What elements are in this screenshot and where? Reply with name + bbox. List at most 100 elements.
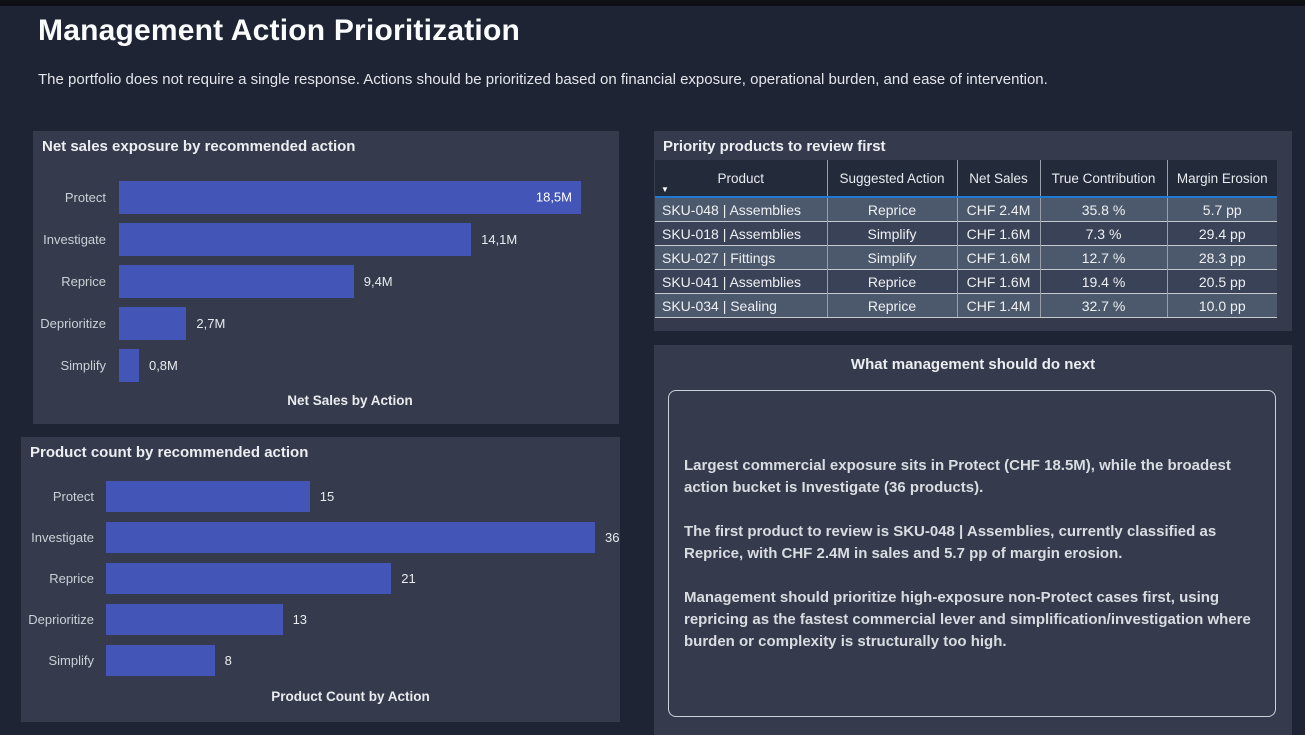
x-axis-title: Net Sales by Action [287, 393, 413, 408]
card-title: What management should do next [850, 356, 1096, 373]
value-label: 15 [319, 489, 335, 504]
category-label: Deprioritize [28, 612, 94, 627]
bar-track: 36 [106, 522, 619, 553]
bar-chart-plot: Protect 18,5M Investigate 14,1M Reprice … [33, 176, 619, 386]
bar-track: 0,8M [119, 348, 581, 382]
column-header-label: Margin Erosion [1176, 170, 1268, 186]
column-header-product[interactable]: Product ▼ [655, 160, 827, 198]
recommendation-card-panel: What management should do next Largest c… [654, 345, 1292, 735]
cell-net-sales: CHF 1.4M [956, 293, 1040, 318]
category-label: Reprice [49, 571, 94, 586]
card-paragraph: The first product to review is SKU-048 |… [684, 522, 1217, 562]
column-header-suggested-action[interactable]: Suggested Action [826, 160, 957, 198]
value-label: 8 [224, 653, 232, 668]
value-label: 14,1M [481, 231, 518, 247]
value-label: 21 [401, 571, 416, 586]
priority-table-panel: Priority products to review first Produc… [654, 131, 1292, 331]
chart-title: Net sales exposure by recommended action [42, 138, 356, 155]
category-label: Simplify [48, 653, 94, 668]
bar-row: Protect 18,5M [33, 176, 619, 218]
bar-row: Investigate 14,1M [33, 218, 619, 260]
bar-track: 21 [106, 563, 595, 594]
bar-track: 2,7M [119, 306, 581, 340]
table-row[interactable]: SKU-048 | Assemblies Reprice CHF 2.4M 35… [655, 196, 1277, 222]
bar-row: Simplify 0,8M [33, 344, 619, 386]
bar-reprice[interactable] [106, 563, 392, 594]
bar-track: 14,1M [119, 222, 581, 256]
priority-table: Product ▼ Suggested Action Net Sales Tru… [655, 160, 1277, 318]
column-header-label: Product [717, 170, 765, 186]
column-header-label: True Contribution [1051, 170, 1156, 186]
category-label: Deprioritize [40, 315, 106, 331]
bar-row: Reprice 21 [21, 558, 620, 599]
cell-net-sales: CHF 1.6M [956, 245, 1040, 270]
column-header-net-sales[interactable]: Net Sales [956, 160, 1040, 198]
column-header-margin-erosion[interactable]: Margin Erosion [1166, 160, 1277, 198]
x-axis-title: Product Count by Action [271, 689, 430, 704]
table-row[interactable]: SKU-018 | Assemblies Simplify CHF 1.6M 7… [655, 221, 1277, 246]
category-label: Investigate [43, 231, 106, 247]
value-label: 9,4M [363, 273, 393, 289]
value-label: 13 [292, 612, 308, 627]
cell-product: SKU-048 | Assemblies [655, 196, 827, 222]
category-label: Simplify [60, 357, 106, 373]
bar-deprioritize[interactable] [119, 306, 187, 340]
bar-chart-plot: Protect 15 Investigate 36 Reprice 21 Dep… [21, 476, 620, 681]
bar-row: Protect 15 [21, 476, 620, 517]
cell-margin-erosion: 5.7 pp [1166, 196, 1277, 222]
bar-track: 9,4M [119, 264, 581, 298]
cell-true-contribution: 7.3 % [1039, 221, 1167, 246]
bar-row: Investigate 36 [21, 517, 620, 558]
bar-simplify[interactable] [106, 645, 215, 676]
cell-margin-erosion: 28.3 pp [1166, 245, 1277, 270]
cell-action: Reprice [826, 196, 957, 222]
bar-protect[interactable] [106, 481, 310, 512]
bar-track: 18,5M [119, 180, 581, 214]
page-subtitle: The portfolio does not require a single … [38, 71, 1048, 88]
column-header-label: Suggested Action [839, 170, 945, 186]
cell-margin-erosion: 10.0 pp [1166, 293, 1277, 318]
cell-action: Reprice [826, 269, 957, 294]
category-label: Protect [64, 189, 106, 205]
cell-true-contribution: 12.7 % [1039, 245, 1167, 270]
chart-title: Product count by recommended action [30, 444, 309, 461]
cell-margin-erosion: 20.5 pp [1166, 269, 1277, 294]
bar-row: Deprioritize 13 [21, 599, 620, 640]
cell-product: SKU-027 | Fittings [655, 245, 827, 270]
cell-net-sales: CHF 1.6M [956, 221, 1040, 246]
cell-action: Reprice [826, 293, 957, 318]
cell-margin-erosion: 29.4 pp [1166, 221, 1277, 246]
window-chrome-bar [0, 0, 1305, 6]
cell-true-contribution: 32.7 % [1039, 293, 1167, 318]
card-body-box: Largest commercial exposure sits in Prot… [668, 390, 1276, 717]
table-row[interactable]: SKU-034 | Sealing Reprice CHF 1.4M 32.7 … [655, 293, 1277, 318]
column-header-label: Net Sales [969, 170, 1028, 186]
page-title: Management Action Prioritization [38, 14, 520, 47]
bar-track: 8 [106, 645, 595, 676]
cell-true-contribution: 35.8 % [1039, 196, 1167, 222]
category-label: Investigate [31, 530, 94, 545]
bar-simplify[interactable] [119, 348, 139, 382]
value-label: 18,5M [535, 189, 572, 205]
net-sales-chart-panel: Net sales exposure by recommended action… [33, 131, 619, 424]
value-label: 2,7M [196, 315, 226, 331]
bar-investigate[interactable] [106, 522, 595, 553]
product-count-chart-panel: Product count by recommended action Prot… [21, 437, 620, 722]
bar-deprioritize[interactable] [106, 604, 283, 635]
bar-reprice[interactable] [119, 264, 354, 298]
sort-descending-icon[interactable]: ▼ [661, 185, 669, 194]
bar-row: Reprice 9,4M [33, 260, 619, 302]
bar-investigate[interactable] [119, 222, 472, 256]
table-row[interactable]: SKU-041 | Assemblies Reprice CHF 1.6M 19… [655, 269, 1277, 294]
cell-action: Simplify [826, 221, 957, 246]
bar-track: 15 [106, 481, 595, 512]
cell-action: Simplify [826, 245, 957, 270]
table-row[interactable]: SKU-027 | Fittings Simplify CHF 1.6M 12.… [655, 245, 1277, 270]
category-label: Reprice [61, 273, 106, 289]
bar-row: Deprioritize 2,7M [33, 302, 619, 344]
column-header-true-contribution[interactable]: True Contribution [1039, 160, 1167, 198]
cell-product: SKU-018 | Assemblies [655, 221, 827, 246]
bar-row: Simplify 8 [21, 640, 620, 681]
bar-protect[interactable]: 18,5M [119, 180, 581, 214]
bar-track: 13 [106, 604, 595, 635]
